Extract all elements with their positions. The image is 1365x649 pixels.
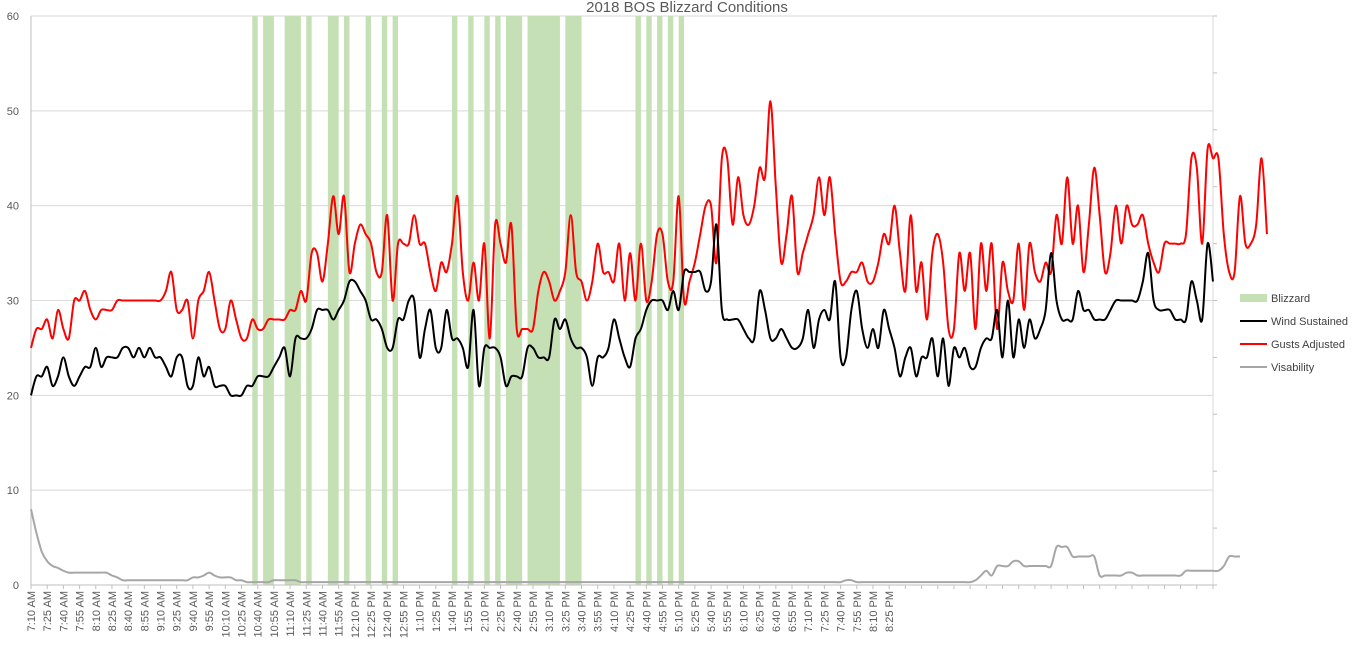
y-tick-label: 10 bbox=[7, 485, 19, 497]
x-tick-label: 4:10 PM bbox=[609, 591, 621, 632]
x-tick-label: 4:25 PM bbox=[625, 591, 637, 632]
x-tick-label: 5:55 PM bbox=[722, 591, 734, 632]
y-axis-tick-labels: 0 10 20 30 40 50 60 bbox=[7, 11, 19, 592]
x-tick-label: 5:25 PM bbox=[690, 591, 702, 632]
blizzard-band-15 bbox=[565, 16, 582, 585]
x-axis-tick-labels: 7:10 AM 7:25 AM 7:40 AM 7:55 AM 8:10 AM 8:25 … bbox=[26, 591, 896, 638]
x-tick-label: 10:55 AM bbox=[269, 591, 281, 637]
series-lines bbox=[30, 100, 1268, 584]
x-tick-label: 8:10 AM bbox=[91, 591, 103, 631]
x-tick-label: 3:25 PM bbox=[560, 591, 572, 632]
blizzard-band-9 bbox=[451, 16, 458, 585]
x-tick-label: 2:25 PM bbox=[496, 591, 508, 632]
x-tick-label: 10:25 AM bbox=[236, 591, 248, 637]
blizzard-band-6 bbox=[365, 16, 372, 585]
blizzard-band-10 bbox=[468, 16, 474, 585]
y-tick-label: 30 bbox=[7, 296, 19, 308]
x-tick-label: 11:25 AM bbox=[301, 591, 313, 637]
x-tick-label: 10:10 AM bbox=[220, 591, 232, 637]
x-tick-label: 4:55 PM bbox=[657, 591, 669, 632]
blizzard-band-8 bbox=[392, 16, 399, 585]
x-tick-label: 8:25 AM bbox=[107, 591, 119, 631]
x-tick-label: 3:55 PM bbox=[593, 591, 605, 632]
x-tick-label: 1:40 PM bbox=[447, 591, 459, 632]
x-tick-label: 8:25 PM bbox=[884, 591, 896, 632]
x-tick-label: 2:10 PM bbox=[479, 591, 491, 632]
x-tick-label: 1:55 PM bbox=[463, 591, 475, 632]
legend-label-gusts-adjusted: Gusts Adjusted bbox=[1271, 339, 1345, 351]
gridlines bbox=[31, 15, 1213, 586]
blizzard-band-0 bbox=[252, 16, 258, 585]
blizzard-band-12 bbox=[495, 16, 501, 585]
x-tick-label: 8:10 PM bbox=[868, 591, 880, 632]
blizzard-band-16 bbox=[635, 16, 641, 585]
x-tick-label: 6:55 PM bbox=[787, 591, 799, 632]
series-line-wind-sustained bbox=[30, 223, 1214, 398]
series-line-visability bbox=[30, 508, 1240, 584]
x-tick-label: 6:10 PM bbox=[738, 591, 750, 632]
x-tick-label: 2:40 PM bbox=[512, 591, 524, 632]
x-tick-label: 1:25 PM bbox=[431, 591, 443, 632]
y-tick-label: 20 bbox=[7, 390, 19, 402]
x-tick-label: 7:40 PM bbox=[836, 591, 848, 632]
blizzard-band-13 bbox=[505, 16, 523, 585]
blizzard-band-7 bbox=[381, 16, 388, 585]
legend-label-blizzard: Blizzard bbox=[1271, 293, 1310, 305]
y-tick-label: 60 bbox=[7, 11, 19, 23]
blizzard-band-1 bbox=[263, 16, 274, 585]
x-tick-label: 7:25 PM bbox=[819, 591, 831, 632]
x-tick-label: 11:40 AM bbox=[317, 591, 329, 637]
x-tick-label: 9:55 AM bbox=[204, 591, 216, 631]
x-tick-label: 3:40 PM bbox=[577, 591, 589, 632]
x-tick-label: 12:10 PM bbox=[350, 591, 362, 638]
x-tick-label: 7:10 PM bbox=[803, 591, 815, 632]
x-tick-label: 6:25 PM bbox=[755, 591, 767, 632]
legend-label-wind-sustained: Wind Sustained bbox=[1271, 316, 1348, 328]
x-tick-label: 8:55 AM bbox=[139, 591, 151, 631]
x-tick-label: 3:10 PM bbox=[544, 591, 556, 632]
x-tick-label: 7:10 AM bbox=[26, 591, 38, 631]
x-tick-label: 7:55 PM bbox=[852, 591, 864, 632]
blizzard-band-5 bbox=[344, 16, 350, 585]
x-tick-label: 9:40 AM bbox=[188, 591, 200, 631]
y-tick-label: 50 bbox=[7, 106, 19, 118]
series-line-gusts-adjusted bbox=[30, 100, 1268, 349]
x-tick-label: 4:40 PM bbox=[641, 591, 653, 632]
x-tick-label: 12:25 PM bbox=[366, 591, 378, 638]
blizzard-band-4 bbox=[327, 16, 339, 585]
x-tick-label: 7:25 AM bbox=[42, 591, 54, 631]
legend-label-visability: Visability bbox=[1271, 362, 1315, 374]
x-tick-label: 11:10 AM bbox=[285, 591, 297, 637]
x-tick-label: 8:40 AM bbox=[123, 591, 135, 631]
x-tick-label: 5:40 PM bbox=[706, 591, 718, 632]
x-tick-label: 9:25 AM bbox=[172, 591, 184, 631]
x-tick-label: 7:55 AM bbox=[75, 591, 87, 631]
x-tick-label: 11:55 AM bbox=[334, 591, 346, 637]
blizzard-band-2 bbox=[284, 16, 301, 585]
x-tick-label: 5:10 PM bbox=[674, 591, 686, 632]
x-tick-label: 10:40 AM bbox=[253, 591, 265, 637]
y-tick-label: 0 bbox=[13, 580, 19, 592]
axes bbox=[30, 15, 1217, 589]
y-tick-label: 40 bbox=[7, 201, 19, 213]
legend: Blizzard Wind Sustained Gusts Adjusted Visa… bbox=[1240, 293, 1348, 374]
x-tick-label: 2:55 PM bbox=[528, 591, 540, 632]
x-tick-label: 6:40 PM bbox=[771, 591, 783, 632]
x-tick-label: 1:10 PM bbox=[415, 591, 427, 632]
legend-swatch-blizzard bbox=[1240, 294, 1267, 302]
blizzard-band-3 bbox=[306, 16, 312, 585]
x-tick-label: 7:40 AM bbox=[58, 591, 70, 631]
chart-title: 2018 BOS Blizzard Conditions bbox=[586, 0, 788, 16]
x-tick-label: 12:55 PM bbox=[398, 591, 410, 638]
x-tick-label: 12:40 PM bbox=[382, 591, 394, 638]
x-tick-label: 9:10 AM bbox=[156, 591, 168, 631]
